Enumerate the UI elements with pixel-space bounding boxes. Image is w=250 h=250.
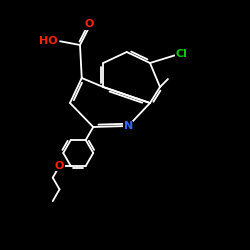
Text: HO: HO <box>39 36 58 46</box>
Text: N: N <box>124 121 133 131</box>
Text: O: O <box>55 161 64 171</box>
Text: O: O <box>84 19 94 29</box>
Text: Cl: Cl <box>175 49 187 59</box>
